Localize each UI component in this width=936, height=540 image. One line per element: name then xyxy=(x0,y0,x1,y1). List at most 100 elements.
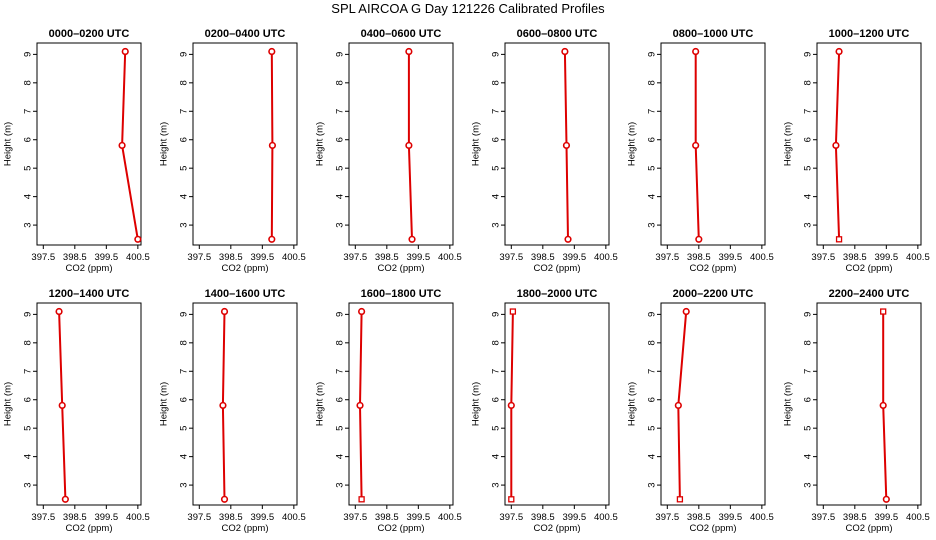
panel-8-point xyxy=(220,495,229,503)
panel-5-x-tick-label: 398.5 xyxy=(687,252,711,263)
panel-7-y-tick-label: 4 xyxy=(23,454,34,459)
panel-6-y-axis-label: Height (m) xyxy=(783,122,794,166)
panel-1-y-axis-label: Height (m) xyxy=(3,122,14,166)
panel-7-x-tick-label: 397.5 xyxy=(31,512,55,523)
panel-3-frame xyxy=(348,42,454,246)
panel-1-x-tick-label: 400.5 xyxy=(126,252,150,263)
panel-4-y-tick-label: 7 xyxy=(491,109,502,114)
panel-5-y-tick-label: 8 xyxy=(647,80,658,85)
panel-8-y-axis-label: Height (m) xyxy=(159,382,170,426)
panel-6-y-tick-label: 9 xyxy=(803,52,814,57)
panel-4-x-tick-label: 400.5 xyxy=(594,252,618,263)
panel-9-y-tick-label: 7 xyxy=(335,369,346,374)
panel-4-y-tick-label: 4 xyxy=(491,194,502,199)
panel-9-x-tick-label: 400.5 xyxy=(438,512,462,523)
panel-8-x-tick-label: 400.5 xyxy=(282,512,306,523)
panel-2-point xyxy=(268,47,276,56)
panel-4-point xyxy=(564,235,572,243)
panel-2-y-tick-label: 6 xyxy=(179,137,190,142)
panel-5-title: 0800–1000 UTC xyxy=(673,28,754,40)
panel-3-y-axis-label: Height (m) xyxy=(315,122,326,166)
panel-9-frame xyxy=(348,302,454,506)
panel-4-y-tick-label: 9 xyxy=(491,52,502,57)
panel-3-x-tick-label: 399.5 xyxy=(406,252,430,263)
panel-7-point xyxy=(55,307,63,316)
panel-5-x-tick-label: 399.5 xyxy=(718,252,742,263)
panel-7-title: 1200–1400 UTC xyxy=(49,288,130,300)
panel-8-y-tick-label: 5 xyxy=(179,426,190,431)
panel-1-y-tick-label: 4 xyxy=(23,194,34,199)
panel-4-point xyxy=(562,141,571,150)
panel-3-y-tick-label: 4 xyxy=(335,194,346,199)
panel-1-x-tick-label: 399.5 xyxy=(94,252,118,263)
panel-10-title: 1800–2000 UTC xyxy=(517,288,598,300)
panel-11-y-tick-label: 3 xyxy=(647,482,658,487)
panel-8-point xyxy=(220,307,229,316)
panel-5-point xyxy=(692,141,700,150)
panel-5-x-tick-label: 400.5 xyxy=(750,252,774,263)
panel-7-point xyxy=(61,495,69,503)
panel-7-x-tick-label: 400.5 xyxy=(126,512,150,523)
panel-7-y-tick-label: 8 xyxy=(23,340,34,345)
panel-9-y-tick-label: 3 xyxy=(335,482,346,487)
panel-11-point xyxy=(674,401,682,410)
panel-1-y-tick-label: 5 xyxy=(23,166,34,171)
panel-10-x-tick-label: 399.5 xyxy=(562,512,586,523)
panel-9-y-axis-label: Height (m) xyxy=(315,382,326,426)
panel-8-x-tick-label: 398.5 xyxy=(219,512,243,523)
panel-12-x-axis-label: CO2 (ppm) xyxy=(846,523,893,534)
panel-2-frame xyxy=(192,42,298,246)
panel-4-title: 0600–0800 UTC xyxy=(517,28,598,40)
panel-12-point xyxy=(880,308,887,315)
panel-12-frame xyxy=(816,302,922,506)
panel-10-point xyxy=(507,401,515,410)
panel-8-y-tick-label: 6 xyxy=(179,397,190,402)
panel-5-x-axis-label: CO2 (ppm) xyxy=(690,263,737,274)
panel-11-point xyxy=(676,496,684,503)
panel-6-frame xyxy=(816,42,922,246)
panel-8-frame xyxy=(192,302,298,506)
panel-12-x-tick-label: 398.5 xyxy=(843,512,867,523)
panel-6-point xyxy=(832,141,840,150)
panel-11-title: 2000–2200 UTC xyxy=(673,288,754,300)
panel-8-point xyxy=(219,401,227,410)
panel-5-y-tick-label: 6 xyxy=(647,137,658,142)
panel-2-x-axis-label: CO2 (ppm) xyxy=(222,263,269,274)
panel-4-y-tick-label: 3 xyxy=(491,222,502,227)
panel-4-y-axis-label: Height (m) xyxy=(471,122,482,166)
panel-9-title: 1600–1800 UTC xyxy=(361,288,442,300)
panel-4-point xyxy=(561,47,569,56)
panel-3-y-tick-label: 3 xyxy=(335,222,346,227)
panel-2-x-tick-label: 398.5 xyxy=(219,252,243,263)
panel-8-y-tick-label: 8 xyxy=(179,340,190,345)
panel-5-y-tick-label: 7 xyxy=(647,109,658,114)
panel-5-y-tick-label: 3 xyxy=(647,222,658,227)
panel-12-y-tick-label: 9 xyxy=(803,312,814,317)
panel-2-x-tick-label: 397.5 xyxy=(187,252,211,263)
panel-1-frame xyxy=(36,42,142,246)
panel-6-x-tick-label: 397.5 xyxy=(811,252,835,263)
panel-11-x-axis-label: CO2 (ppm) xyxy=(690,523,737,534)
panel-3-y-tick-label: 9 xyxy=(335,52,346,57)
panel-12-y-tick-label: 3 xyxy=(803,482,814,487)
panel-10-y-tick-label: 6 xyxy=(491,397,502,402)
panel-5-point xyxy=(692,47,700,56)
panel-9-x-axis-label: CO2 (ppm) xyxy=(378,523,425,534)
panel-6-point xyxy=(835,236,843,243)
panel-10-x-tick-label: 398.5 xyxy=(531,512,555,523)
panel-7-x-axis-label: CO2 (ppm) xyxy=(66,523,113,534)
panel-8-y-tick-label: 4 xyxy=(179,454,190,459)
panel-10-y-tick-label: 7 xyxy=(491,369,502,374)
panel-3-y-tick-label: 6 xyxy=(335,137,346,142)
panel-3-y-tick-label: 8 xyxy=(335,80,346,85)
panel-2-x-tick-label: 400.5 xyxy=(282,252,306,263)
panel-12-point xyxy=(882,495,890,503)
panel-9-point xyxy=(358,496,365,503)
panel-8-x-tick-label: 397.5 xyxy=(187,512,211,523)
panel-7-y-tick-label: 7 xyxy=(23,369,34,374)
panel-11-y-tick-label: 8 xyxy=(647,340,658,345)
panel-2-title: 0200–0400 UTC xyxy=(205,28,286,40)
panel-10-y-tick-label: 8 xyxy=(491,340,502,345)
panel-12-x-tick-label: 397.5 xyxy=(811,512,835,523)
